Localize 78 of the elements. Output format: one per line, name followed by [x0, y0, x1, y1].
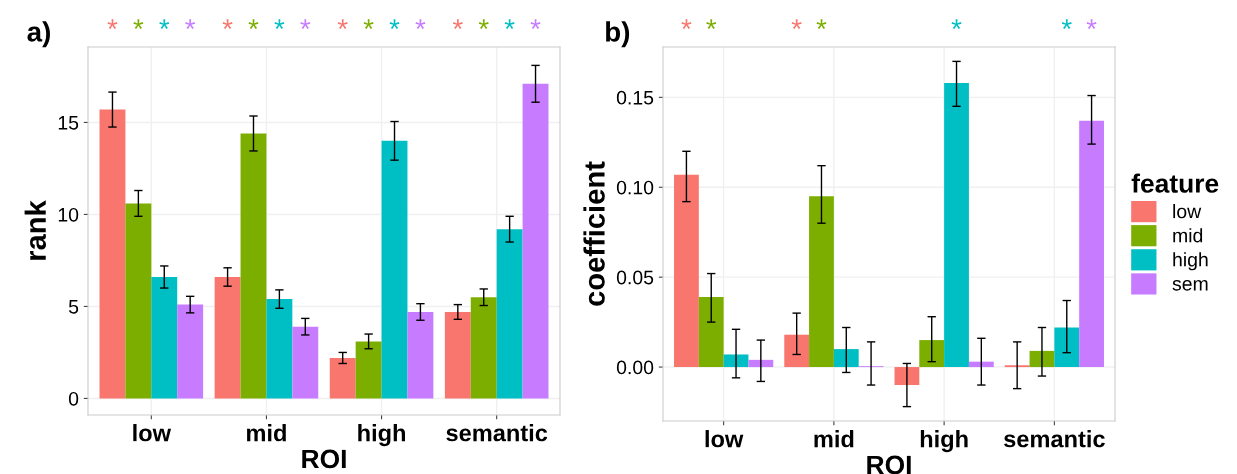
bar: [1054, 327, 1080, 368]
bar: [355, 341, 382, 399]
bar: [698, 296, 724, 368]
bar: [833, 349, 859, 368]
text: *: [791, 19, 802, 30]
bar: [329, 357, 356, 399]
bar: [125, 203, 152, 399]
chart-title: b): [606, 21, 630, 48]
bar: [1079, 120, 1104, 368]
y-tick-label: 10: [58, 207, 79, 222]
text: *: [363, 19, 374, 30]
text: *: [300, 19, 311, 30]
y-tick-label: 5: [68, 300, 79, 314]
bar: [522, 83, 549, 399]
y-axis-title: coefficient: [583, 161, 605, 306]
y-tick-label: 0.00: [616, 360, 654, 375]
text: *: [1061, 19, 1072, 30]
text: *: [706, 19, 717, 30]
y-tick-label: 0.15: [616, 90, 654, 105]
legend-label: sem: [1172, 279, 1208, 291]
bar: [496, 229, 523, 399]
bar: [240, 133, 267, 399]
x-axis-title: ROI: [302, 449, 346, 469]
bar: [407, 311, 434, 399]
text: *: [478, 19, 489, 30]
bar: [674, 174, 699, 368]
bar: [919, 340, 945, 368]
text: *: [452, 19, 463, 30]
bar: [99, 109, 126, 399]
text: *: [389, 19, 400, 30]
text: *: [337, 19, 348, 30]
text: *: [222, 19, 233, 30]
bar: [748, 359, 774, 368]
text: *: [816, 19, 827, 30]
x-tick-label: low: [705, 430, 744, 448]
x-axis-title: ROI: [867, 455, 911, 474]
bar: [266, 299, 293, 399]
bar: [151, 277, 178, 399]
bar: [723, 354, 749, 368]
text: *: [1086, 19, 1097, 30]
bar: [470, 297, 497, 399]
x-tick-label: high: [920, 430, 968, 453]
x-tick-label: high: [358, 424, 406, 447]
bar: [214, 277, 241, 399]
x-tick-label: mid: [247, 424, 286, 442]
text: *: [415, 19, 426, 30]
bar: [944, 82, 969, 368]
text: *: [951, 19, 962, 30]
bar: [968, 361, 994, 368]
legend-label: mid: [1173, 228, 1203, 243]
y-axis-title: rank: [24, 200, 47, 260]
y-tick-label: 15: [58, 116, 79, 130]
text: *: [504, 19, 515, 30]
x-tick-label: semantic: [446, 424, 548, 442]
x-tick-label: mid: [814, 430, 854, 448]
text: *: [159, 19, 170, 30]
text: *: [185, 19, 196, 30]
x-tick-label: low: [133, 424, 172, 442]
y-tick-label: 0: [68, 391, 79, 406]
bar: [177, 304, 204, 399]
text: *: [133, 19, 144, 30]
bar: [444, 311, 471, 399]
bar: [381, 140, 408, 399]
text: *: [248, 19, 259, 30]
x-tick-label: semantic: [1004, 430, 1105, 448]
bar: [292, 326, 319, 399]
legend-label: high: [1173, 252, 1208, 271]
bar: [809, 196, 834, 368]
chart-title: a): [27, 21, 50, 48]
legend-label: low: [1173, 204, 1202, 219]
legend-title: feature: [1131, 173, 1219, 193]
text: *: [681, 19, 692, 30]
text: *: [530, 19, 541, 30]
text: *: [107, 19, 118, 30]
text: *: [274, 19, 285, 30]
bar: [784, 334, 810, 368]
y-tick-label: 0.05: [616, 270, 654, 285]
y-tick-label: 0.10: [616, 180, 654, 195]
